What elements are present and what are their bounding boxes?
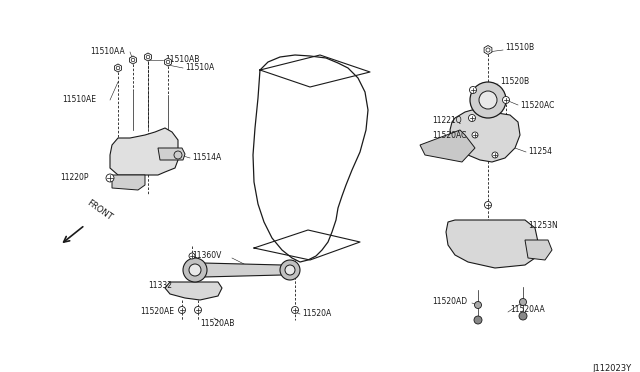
Circle shape	[470, 82, 506, 118]
Text: 11221Q: 11221Q	[432, 115, 461, 125]
Circle shape	[131, 58, 135, 62]
Text: 11520AC: 11520AC	[432, 131, 467, 140]
Text: 11520B: 11520B	[500, 77, 529, 87]
Polygon shape	[525, 240, 552, 260]
Text: 11520AE: 11520AE	[140, 308, 174, 317]
Circle shape	[520, 298, 527, 305]
Text: 11520AD: 11520AD	[432, 298, 467, 307]
Text: 11510AA: 11510AA	[90, 48, 125, 57]
Circle shape	[502, 96, 509, 103]
Circle shape	[189, 264, 201, 276]
Circle shape	[486, 48, 490, 52]
Text: 11520AB: 11520AB	[200, 320, 234, 328]
Text: 11520AA: 11520AA	[510, 305, 545, 314]
Text: 11510A: 11510A	[185, 64, 214, 73]
Polygon shape	[145, 53, 152, 61]
Polygon shape	[165, 282, 222, 300]
Text: 11514A: 11514A	[192, 154, 221, 163]
Circle shape	[174, 151, 182, 159]
Polygon shape	[190, 263, 295, 277]
Circle shape	[474, 316, 482, 324]
Circle shape	[146, 55, 150, 59]
Polygon shape	[450, 110, 520, 162]
Text: FRONT: FRONT	[85, 198, 114, 222]
Text: 11220P: 11220P	[60, 173, 88, 183]
Circle shape	[183, 258, 207, 282]
Circle shape	[291, 307, 298, 314]
Circle shape	[484, 202, 492, 208]
Polygon shape	[484, 45, 492, 55]
Circle shape	[285, 265, 295, 275]
Text: 11520A: 11520A	[302, 310, 332, 318]
Text: J112023Y: J112023Y	[593, 364, 632, 372]
Polygon shape	[446, 220, 538, 268]
Circle shape	[492, 152, 498, 158]
Polygon shape	[129, 56, 136, 64]
Circle shape	[166, 60, 170, 64]
Circle shape	[468, 115, 476, 122]
Circle shape	[472, 132, 478, 138]
Text: 11520AC: 11520AC	[520, 100, 554, 109]
Circle shape	[189, 253, 195, 259]
Circle shape	[474, 301, 481, 308]
Circle shape	[470, 87, 477, 93]
Text: 11510B: 11510B	[505, 44, 534, 52]
Text: 11510AE: 11510AE	[62, 96, 96, 105]
Circle shape	[195, 307, 202, 314]
Circle shape	[106, 174, 114, 182]
Circle shape	[179, 307, 186, 314]
Text: 11253N: 11253N	[528, 221, 557, 230]
Polygon shape	[158, 148, 185, 160]
Circle shape	[116, 66, 120, 70]
Polygon shape	[112, 175, 145, 190]
Polygon shape	[420, 130, 475, 162]
Text: 11332: 11332	[148, 280, 172, 289]
Text: 11510AB: 11510AB	[165, 55, 200, 64]
Circle shape	[280, 260, 300, 280]
Circle shape	[519, 312, 527, 320]
Text: 11254: 11254	[528, 148, 552, 157]
Polygon shape	[164, 58, 172, 66]
Text: 11360V: 11360V	[192, 250, 221, 260]
Circle shape	[479, 91, 497, 109]
Polygon shape	[115, 64, 122, 72]
Polygon shape	[110, 128, 178, 175]
